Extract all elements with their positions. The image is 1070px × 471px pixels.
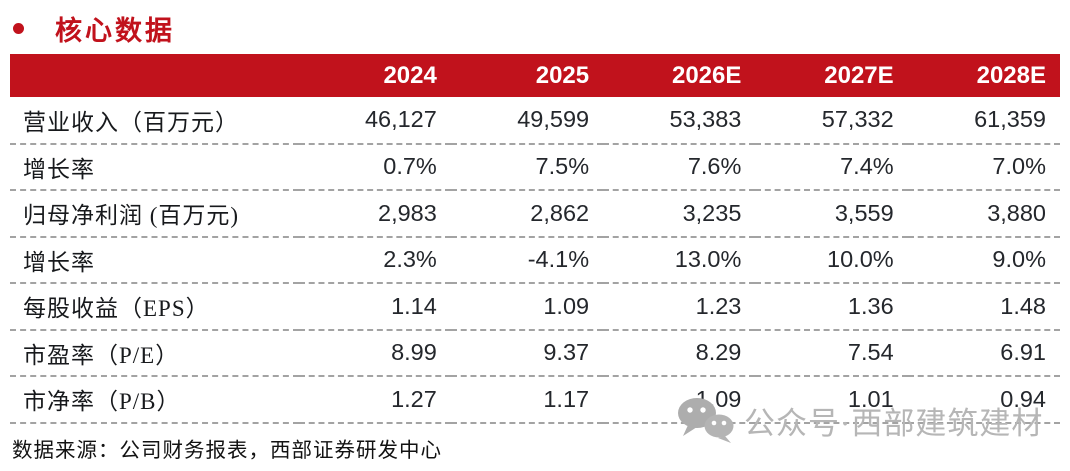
cell-value: 10.0% — [755, 236, 908, 284]
cell-value: 2,983 — [298, 190, 451, 238]
cell-value: 7.6% — [603, 143, 756, 191]
cell-value: 7.54 — [755, 329, 908, 377]
cell-value: 53,383 — [603, 97, 756, 145]
cell-value: 3,880 — [907, 190, 1060, 238]
section-title-row: 核心数据 — [0, 0, 1070, 46]
table-row-profit-growth: 增长率 2.3% -4.1% 13.0% 10.0% 9.0% — [10, 236, 1060, 284]
cell-value: 0.94 — [907, 376, 1060, 424]
cell-value: 1.17 — [450, 376, 604, 424]
cell-value: 1.09 — [603, 376, 756, 424]
cell-value: 6.91 — [907, 329, 1060, 377]
core-data-table: 2024 2025 2026E 2027E 2028E 营业收入（百万元） 46… — [10, 54, 1060, 424]
table-header-row: 2024 2025 2026E 2027E 2028E — [10, 54, 1060, 97]
table-row-pe: 市盈率（P/E） 8.99 9.37 8.29 7.54 6.91 — [10, 329, 1060, 377]
cell-value: 9.0% — [907, 236, 1060, 284]
cell-value: 1.48 — [907, 283, 1060, 331]
cell-value: 9.37 — [450, 329, 604, 377]
page-title: 核心数据 — [55, 15, 175, 46]
header-year-2027e: 2027E — [755, 54, 908, 97]
cell-value: 46,127 — [298, 97, 451, 145]
header-year-2025: 2025 — [450, 54, 604, 97]
header-year-2024: 2024 — [298, 54, 451, 97]
cell-value: 1.01 — [755, 376, 908, 424]
cell-value: 7.5% — [450, 143, 604, 191]
row-label: 增长率 — [10, 236, 299, 284]
data-source-note: 数据来源：公司财务报表，西部证券研发中心 — [12, 439, 442, 462]
row-label: 归母净利润 (百万元) — [10, 190, 299, 238]
table-row-pb: 市净率（P/B） 1.27 1.17 1.09 1.01 0.94 — [10, 376, 1060, 424]
cell-value: 3,559 — [755, 190, 908, 238]
row-label: 每股收益（EPS） — [10, 283, 299, 331]
cell-value: 1.23 — [603, 283, 756, 331]
cell-value: 8.99 — [298, 329, 451, 377]
table-row-eps: 每股收益（EPS） 1.14 1.09 1.23 1.36 1.48 — [10, 283, 1060, 331]
cell-value: 1.09 — [450, 283, 604, 331]
header-year-2026e: 2026E — [603, 54, 756, 97]
row-label: 市净率（P/B） — [10, 376, 299, 424]
row-label: 营业收入（百万元） — [10, 97, 299, 145]
cell-value: 7.4% — [755, 143, 908, 191]
row-label: 增长率 — [10, 143, 299, 191]
table-row-net-profit: 归母净利润 (百万元) 2,983 2,862 3,235 3,559 3,88… — [10, 190, 1060, 238]
cell-value: 8.29 — [603, 329, 756, 377]
cell-value: 49,599 — [450, 97, 604, 145]
cell-value: 57,332 — [755, 97, 908, 145]
cell-value: 1.36 — [755, 283, 908, 331]
bullet-icon — [13, 22, 24, 34]
header-blank-cell — [10, 54, 299, 97]
cell-value: 1.14 — [298, 283, 451, 331]
cell-value: 7.0% — [907, 143, 1060, 191]
cell-value: -4.1% — [450, 236, 604, 284]
cell-value: 1.27 — [298, 376, 451, 424]
table-row-revenue-growth: 增长率 0.7% 7.5% 7.6% 7.4% 7.0% — [10, 143, 1060, 191]
cell-value: 61,359 — [907, 97, 1060, 145]
cell-value: 2.3% — [298, 236, 451, 284]
table-row-revenue: 营业收入（百万元） 46,127 49,599 53,383 57,332 61… — [10, 97, 1060, 145]
cell-value: 0.7% — [298, 143, 451, 191]
header-year-2028e: 2028E — [907, 54, 1060, 97]
cell-value: 3,235 — [603, 190, 756, 238]
row-label: 市盈率（P/E） — [10, 329, 299, 377]
cell-value: 13.0% — [603, 236, 756, 284]
cell-value: 2,862 — [450, 190, 604, 238]
